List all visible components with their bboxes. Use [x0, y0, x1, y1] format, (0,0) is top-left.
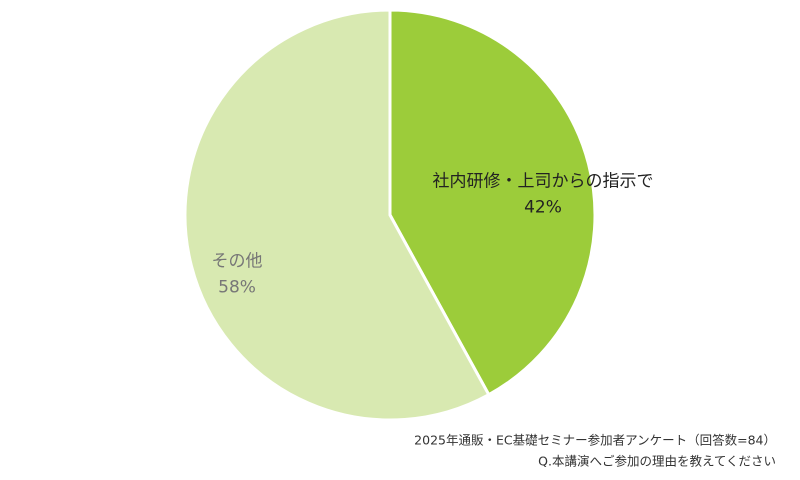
slice-value-label: 42%	[524, 197, 562, 217]
pie-slice	[183, 8, 491, 422]
slice-value-label: 58%	[218, 278, 256, 298]
slice-label: 社内研修・上司からの指示で	[432, 171, 653, 191]
pie-slice	[388, 8, 597, 397]
question-note: Q.本講演へご参加の理由を教えてください	[538, 454, 776, 469]
slice-label: その他	[212, 252, 263, 272]
survey-note: 2025年通販・EC基礎セミナー参加者アンケート（回答数=84）	[414, 433, 776, 448]
